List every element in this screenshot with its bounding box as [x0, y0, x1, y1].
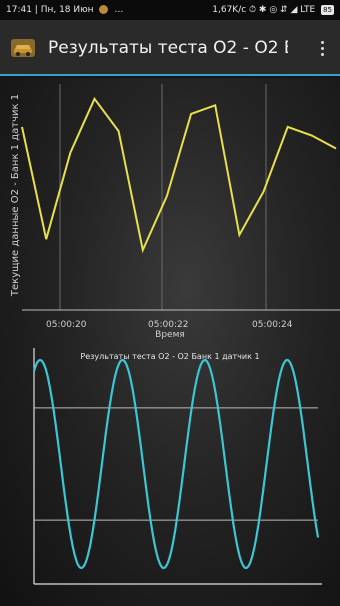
page-title: Результаты теста O2 - O2 Б... — [48, 38, 288, 58]
notification-icon — [99, 5, 109, 14]
series-line — [21, 96, 337, 254]
main-content: Текущие данные О2 - Банк 1 датчик 1 05:0… — [0, 78, 340, 606]
app-bar: Результаты теста O2 - O2 Б... — [0, 20, 340, 76]
status-indicators: 1,67K/с ⏱ ✱ ◎ ⇵ ◢ LTE — [212, 5, 316, 15]
more-vert-icon[interactable] — [310, 36, 334, 60]
battery-icon: 85 — [321, 5, 334, 15]
status-right: 1,67K/с ⏱ ✱ ◎ ⇵ ◢ LTE 85 — [212, 5, 334, 15]
chart-title: Результаты теста O2 - O2 Банк 1 датчик 1 — [80, 352, 260, 361]
status-bar: 17:41 | Пн, 18 Июн … 1,67K/с ⏱ ✱ ◎ ⇵ ◢ L… — [0, 0, 340, 20]
series-line — [32, 358, 320, 570]
x-tick-label: 05:00:24 — [252, 320, 293, 330]
test-result-chart[interactable] — [0, 348, 340, 606]
status-time-date: 17:41 | Пн, 18 Июн — [6, 5, 94, 15]
x-tick-label: 05:00:22 — [148, 320, 189, 330]
x-tick-label: 05:00:20 — [46, 320, 87, 330]
status-more: … — [114, 5, 124, 15]
chart-grid — [59, 84, 267, 310]
y-axis-label: Текущие данные О2 - Банк 1 датчик 1 — [10, 93, 21, 297]
x-axis-label: Время — [155, 330, 185, 340]
car-icon — [11, 39, 35, 57]
live-data-chart[interactable] — [0, 78, 340, 328]
status-left: 17:41 | Пн, 18 Июн … — [6, 5, 212, 15]
